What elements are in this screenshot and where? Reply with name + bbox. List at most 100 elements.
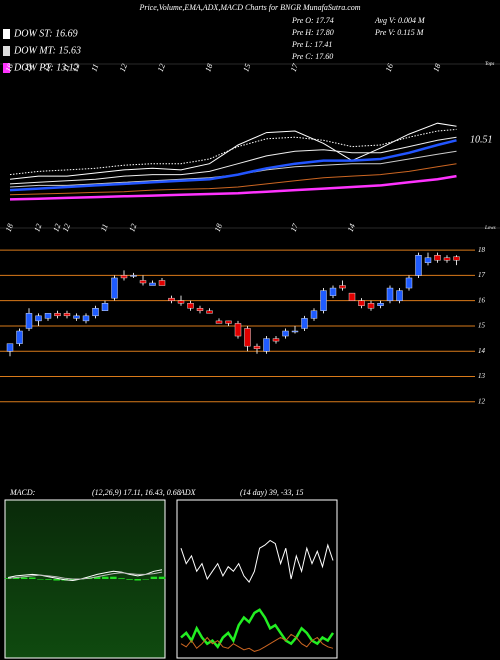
y-tick-label: 16 <box>478 296 486 304</box>
series-line <box>9 136 457 185</box>
candle-body <box>54 313 61 317</box>
histogram-bar <box>53 579 60 581</box>
x-tick-label: 18 <box>213 222 224 233</box>
stat: Pre C: 17.60 <box>291 52 333 61</box>
candle-body <box>329 287 337 296</box>
x-tick-label: 12 <box>23 62 34 73</box>
histogram-bar <box>102 576 109 579</box>
stat: Pre O: 17.74 <box>291 16 334 25</box>
candle-body <box>453 256 460 261</box>
candle-body <box>320 290 327 311</box>
candle-body <box>120 275 128 279</box>
x-tick-label: 11 <box>89 63 100 73</box>
x-tick-label: 12 <box>32 222 43 233</box>
candle-body <box>168 297 175 301</box>
x-tick-label: 12 <box>61 222 72 233</box>
adx-panel <box>176 499 338 659</box>
candle-body <box>339 285 346 289</box>
candle-body <box>111 277 118 299</box>
histogram-bar <box>29 577 36 579</box>
legend-swatch <box>3 63 10 73</box>
axis-note: Tops <box>485 62 494 67</box>
x-tick-label: 14 <box>346 222 357 233</box>
legend-swatch <box>3 29 10 39</box>
candle-body <box>130 275 137 277</box>
x-tick-label: 16 <box>384 62 395 73</box>
legend-label: DOW ST: 16.69 <box>13 28 78 39</box>
panel-subtitle: (14 day) 39, -33, 15 <box>240 488 304 497</box>
candle-body <box>44 313 52 319</box>
candle-body <box>149 282 156 286</box>
stat: Pre L: 17.41 <box>291 40 332 49</box>
chart-title: Price,Volume,EMA,ADX,MACD Charts for BNG… <box>138 3 360 12</box>
candle-body <box>177 300 185 304</box>
x-tick-label: 12 <box>118 62 129 73</box>
stat: Pre H: 17.80 <box>291 28 334 37</box>
x-tick-label: 11 <box>61 63 72 73</box>
legend-label: DOW PT: 13.12 <box>13 62 79 73</box>
histogram-bar <box>118 578 125 579</box>
series-line <box>9 163 457 196</box>
candle-body <box>386 287 394 301</box>
candle-body <box>424 257 432 263</box>
candle-body <box>348 292 356 301</box>
candle-body <box>25 313 33 329</box>
candle-body <box>301 318 308 329</box>
histogram-bar <box>150 576 158 579</box>
candle-body <box>73 315 80 319</box>
histogram-bar <box>12 577 20 579</box>
histogram-bar <box>142 579 150 580</box>
candle-body <box>196 308 204 311</box>
candle-body <box>358 300 365 306</box>
series-line <box>180 539 334 584</box>
panel-subtitle: (12,26,9) 17.11, 16.43, 0.68 <box>92 488 181 497</box>
x-tick-label: 12 <box>156 62 167 73</box>
candle-body <box>35 315 42 322</box>
y-tick-label: 15 <box>478 322 486 330</box>
y-tick-label: 17 <box>478 271 486 279</box>
candle-body <box>244 328 251 347</box>
candle-body <box>405 277 413 289</box>
x-tick-label: 17 <box>289 62 301 74</box>
candle-body <box>377 303 384 306</box>
candle-body <box>92 308 99 317</box>
candle-body <box>82 315 90 322</box>
candle-body <box>263 338 270 352</box>
series-line <box>7 569 163 582</box>
x-tick-label: 11 <box>99 223 110 233</box>
histogram-bar <box>20 577 28 579</box>
candle-body <box>225 320 232 324</box>
histogram-bar <box>158 576 166 579</box>
candle-body <box>282 330 289 337</box>
candle-body <box>434 255 441 261</box>
legend-swatch <box>3 46 10 56</box>
x-tick-label: 12 <box>42 62 53 73</box>
series-line <box>180 633 334 652</box>
panel-title: MACD: <box>9 488 36 497</box>
candle-body <box>367 303 375 309</box>
candle-body <box>443 257 451 261</box>
x-tick-label: 12 <box>127 222 138 233</box>
x-tick-label: 18 <box>431 62 442 73</box>
stat: Pre V: 0.115 M <box>374 28 425 37</box>
candle-body <box>206 310 213 314</box>
candle-body <box>310 310 318 319</box>
series-line <box>9 128 457 176</box>
series-line <box>9 174 457 201</box>
histogram-bar <box>126 579 133 580</box>
candle-body <box>415 255 422 276</box>
histogram-bar <box>4 578 12 579</box>
x-tick-label: 17 <box>289 222 301 234</box>
series-line <box>180 608 335 649</box>
panel-title: ADX <box>179 488 197 497</box>
series-line <box>7 571 163 580</box>
candle-body <box>158 280 166 286</box>
candle-body <box>291 330 299 333</box>
candle-body <box>215 320 223 324</box>
series-line <box>9 122 457 180</box>
candle-body <box>396 290 403 301</box>
stat: Avg V: 0.004 M <box>374 16 426 25</box>
candle-body <box>101 303 109 311</box>
x-tick-label: 12 <box>51 222 62 233</box>
